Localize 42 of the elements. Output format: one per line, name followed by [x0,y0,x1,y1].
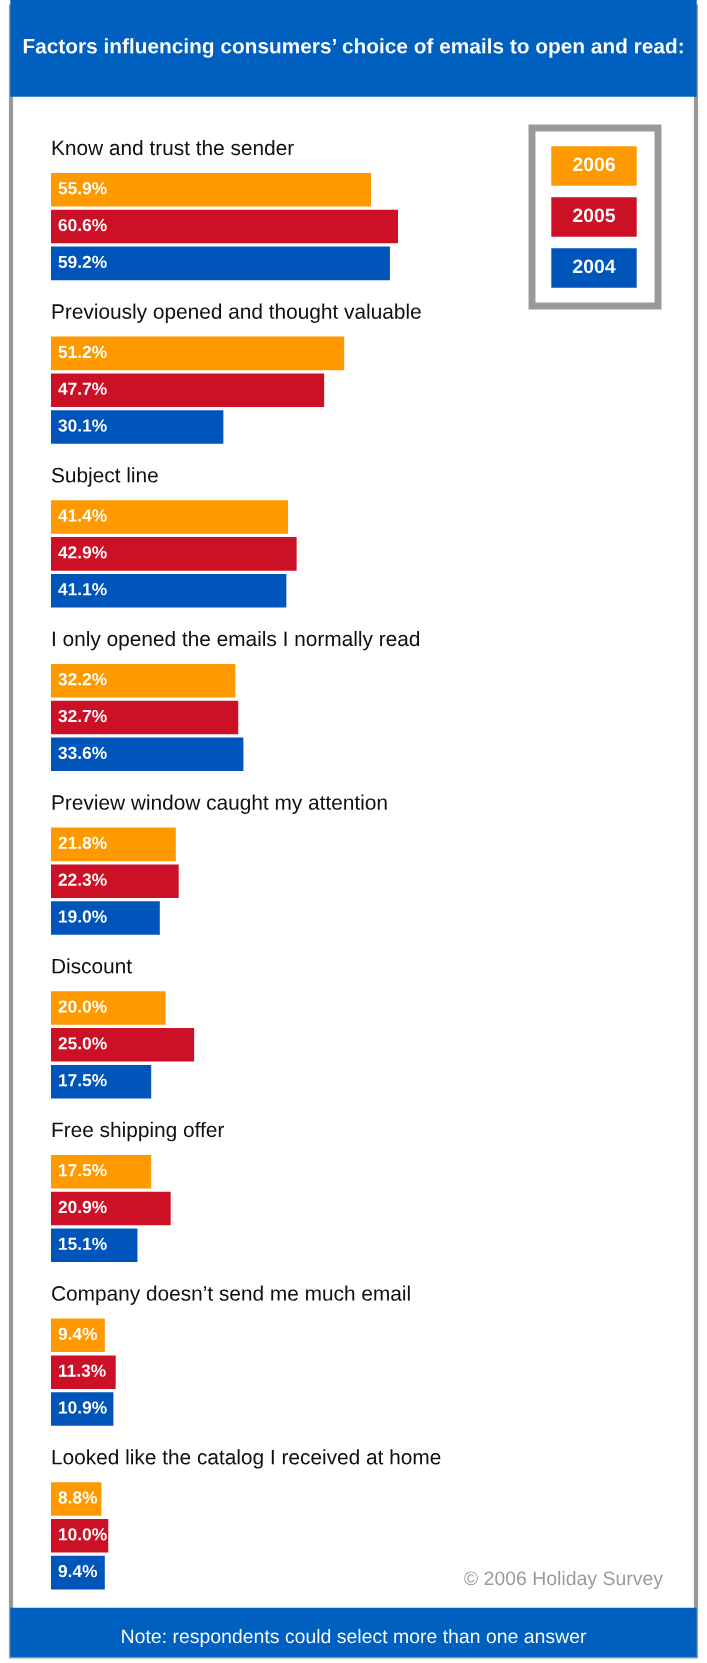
y-tick-label: I only opened the emails I normally read [52,630,420,651]
text: 2004 [573,259,616,274]
y-tick-label: Subject line [51,467,158,487]
y-tick-label: Know and trust the sender [52,139,294,156]
data-label: 25.0% [58,1037,107,1050]
data-label: 10.9% [59,1401,107,1414]
text: 2005 [573,208,616,223]
data-label: 17.5% [59,1164,107,1177]
data-label: 10.0% [59,1528,107,1541]
data-label: 9.4% [58,1327,98,1340]
data-label: 22.3% [58,873,107,886]
data-label: 59.2% [58,255,107,269]
y-tick-label: Discount [52,958,132,974]
y-tick-label: Free shipping offer [52,1121,224,1142]
data-label: 21.8% [58,836,107,850]
data-label: 41.4% [58,509,107,522]
data-label: 9.4% [58,1565,98,1578]
y-tick-label: Preview window caught my attention [52,794,387,814]
data-label: 8.8% [58,1491,98,1504]
data-label: 19.0% [59,910,107,923]
data-label: 20.0% [58,1000,107,1013]
data-label: 60.6% [58,218,107,232]
data-label: 32.7% [58,709,107,723]
data-label: 42.9% [58,546,107,559]
data-label: 41.1% [58,583,107,596]
chart-title: Factors influencing consumers’ choice of emails to open and read: [23,38,683,58]
text: © 2006 Holiday Survey [464,1570,663,1590]
data-label: 55.9% [58,182,107,195]
data-label: 47.7% [58,382,107,395]
y-tick-label: Company doesn’t send me much email [52,1285,410,1305]
data-label: 17.5% [59,1074,107,1087]
y-tick-label: Previously opened and thought valuable [52,303,421,324]
data-label: 20.9% [58,1200,107,1214]
data-label: 15.1% [59,1237,107,1250]
data-label: 11.3% [59,1364,106,1377]
text: Note: respondents could select more than one answer [122,1628,587,1648]
data-label: 32.2% [58,673,107,686]
data-label: 51.2% [58,345,107,359]
y-tick-label: Looked like the catalog I received at home [52,1449,441,1469]
data-label: 30.1% [58,419,107,432]
data-label: 33.6% [58,746,107,760]
text: 2006 [573,157,615,172]
